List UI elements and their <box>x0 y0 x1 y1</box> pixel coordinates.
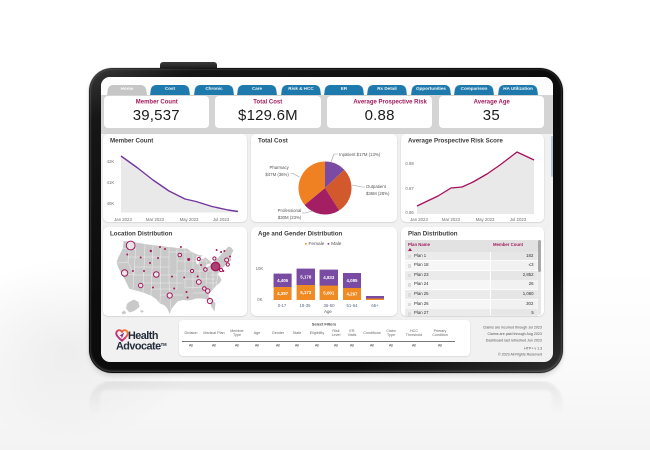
svg-text:4,085: 4,085 <box>347 278 359 283</box>
svg-text:4,297: 4,297 <box>347 292 359 297</box>
svg-text:4,397: 4,397 <box>277 291 289 296</box>
svg-text:4,833: 4,833 <box>323 275 335 280</box>
svg-text:5,001: 5,001 <box>323 290 335 295</box>
svg-text:5,173: 5,173 <box>300 290 312 295</box>
svg-text:5,178: 5,178 <box>300 274 312 279</box>
svg-text:4,405: 4,405 <box>277 278 289 283</box>
